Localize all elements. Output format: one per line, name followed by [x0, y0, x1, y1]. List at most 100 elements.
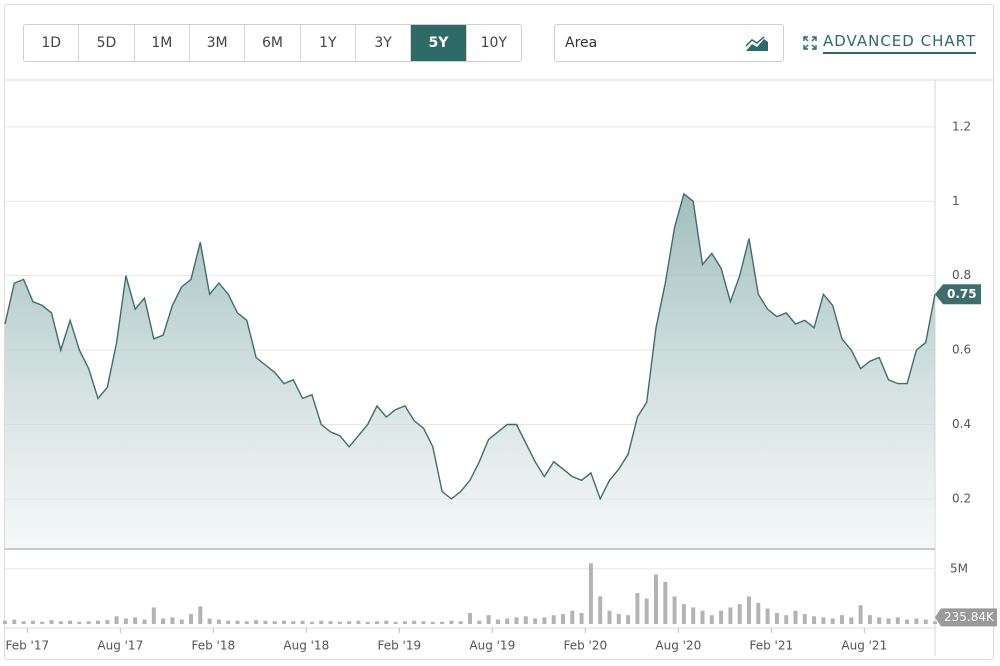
volume-bar — [598, 596, 603, 624]
y-tick-label: 0.2 — [952, 491, 971, 505]
volume-bar — [375, 621, 379, 624]
volume-bar — [849, 617, 854, 624]
volume-bar — [923, 619, 928, 624]
range-button[interactable]: 3M — [190, 25, 246, 61]
price-line — [4, 192, 936, 501]
volume-bar — [830, 618, 835, 624]
volume-bar — [486, 615, 491, 624]
volume-bar — [737, 604, 742, 624]
volume-bar — [198, 606, 203, 624]
volume-bar — [114, 616, 119, 624]
volume-bar — [700, 610, 705, 624]
volume-bar — [207, 618, 212, 624]
volume-bar — [244, 621, 249, 624]
advanced-chart-text: ADVANCED CHART — [823, 32, 977, 54]
volume-bar — [635, 593, 640, 624]
x-tick-label: Feb '19 — [377, 639, 421, 653]
chart-type-select[interactable]: Area — [554, 24, 784, 62]
range-selector: 1D 5D 1M 3M 6M 1Y 3Y 5Y 10Y — [23, 24, 522, 62]
volume-bar — [337, 621, 342, 624]
price-tag — [935, 284, 981, 305]
volume-bar — [858, 605, 863, 624]
x-tick-label: Feb '18 — [191, 639, 235, 653]
volume-bar — [440, 621, 445, 624]
volume-bar — [421, 621, 426, 624]
volume-bar — [161, 618, 166, 624]
range-button[interactable]: 6M — [245, 25, 301, 61]
volume-bar — [347, 621, 352, 624]
volume-bar — [449, 620, 454, 624]
volume-bar — [216, 619, 221, 624]
price-area — [5, 193, 935, 549]
volume-bar — [77, 621, 82, 624]
range-button[interactable]: 10Y — [480, 35, 507, 51]
volume-bar — [263, 620, 268, 624]
volume-bar — [384, 620, 389, 624]
volume-bar — [514, 617, 519, 624]
volume-bar — [3, 620, 7, 624]
x-tick-label: Aug '21 — [841, 639, 887, 653]
volume-bar — [254, 620, 259, 624]
volume-bar — [867, 615, 872, 624]
y2-tick-label: 5M — [950, 561, 968, 575]
range-button[interactable]: 1Y — [301, 25, 356, 61]
volume-bar — [319, 620, 324, 624]
range-button[interactable]: 5Y — [411, 25, 467, 61]
x-tick-label: Feb '20 — [563, 639, 607, 653]
volume-bar — [356, 620, 361, 624]
volume-bar — [644, 598, 649, 624]
volume-bar — [49, 620, 54, 624]
volume-bar — [235, 620, 240, 624]
volume-bar — [681, 604, 686, 624]
volume-bar — [905, 619, 910, 624]
range-button[interactable]: 5D — [79, 25, 135, 61]
y-tick-label: 0.6 — [952, 343, 971, 357]
volume-bar — [663, 582, 668, 624]
volume-bar — [282, 620, 286, 624]
volume-bar — [588, 563, 593, 624]
volume-bar — [654, 574, 658, 624]
volume-bar — [774, 612, 779, 624]
volume-bar — [151, 607, 156, 624]
volume-bar — [133, 617, 138, 624]
volume-bar — [393, 621, 398, 624]
volume-bar — [179, 619, 184, 624]
area-icon — [745, 36, 768, 51]
volume-bar — [291, 621, 296, 624]
y-tick-label: 1 — [952, 194, 960, 208]
volume-bar — [914, 618, 919, 624]
volume-bar — [30, 620, 35, 624]
x-tick-label: Aug '19 — [469, 639, 515, 653]
volume-bar — [189, 614, 193, 624]
range-button[interactable]: 1M — [135, 25, 190, 61]
volume-bar — [86, 621, 91, 624]
advanced-chart-link[interactable]: ADVANCED CHART — [803, 32, 977, 54]
x-tick-label: Aug '20 — [655, 639, 701, 653]
volume-bar — [802, 614, 807, 624]
range-button[interactable]: 1D — [24, 25, 80, 61]
x-tick-label: Feb '17 — [5, 639, 49, 653]
x-tick-label: Feb '21 — [749, 639, 793, 653]
volume-bar — [505, 618, 510, 624]
range-button[interactable]: 3Y — [356, 25, 412, 61]
chart-type-label: Area — [565, 35, 598, 51]
volume-bar — [142, 619, 147, 624]
volume-bar — [300, 620, 305, 624]
volume-bar — [877, 617, 882, 624]
volume-bar — [68, 620, 73, 624]
volume-bar — [542, 617, 547, 624]
expand-icon — [803, 36, 817, 50]
volume-bar — [570, 610, 575, 624]
volume-bar — [561, 614, 565, 624]
volume-bar — [784, 615, 789, 624]
volume-bar — [756, 603, 761, 624]
volume-bar — [402, 621, 407, 624]
volume-bar — [495, 619, 500, 624]
volume-tag — [935, 608, 997, 627]
volume-bar — [812, 616, 817, 624]
volume-bar — [105, 620, 110, 624]
volume-bar — [886, 618, 891, 624]
volume-bar — [430, 621, 435, 624]
